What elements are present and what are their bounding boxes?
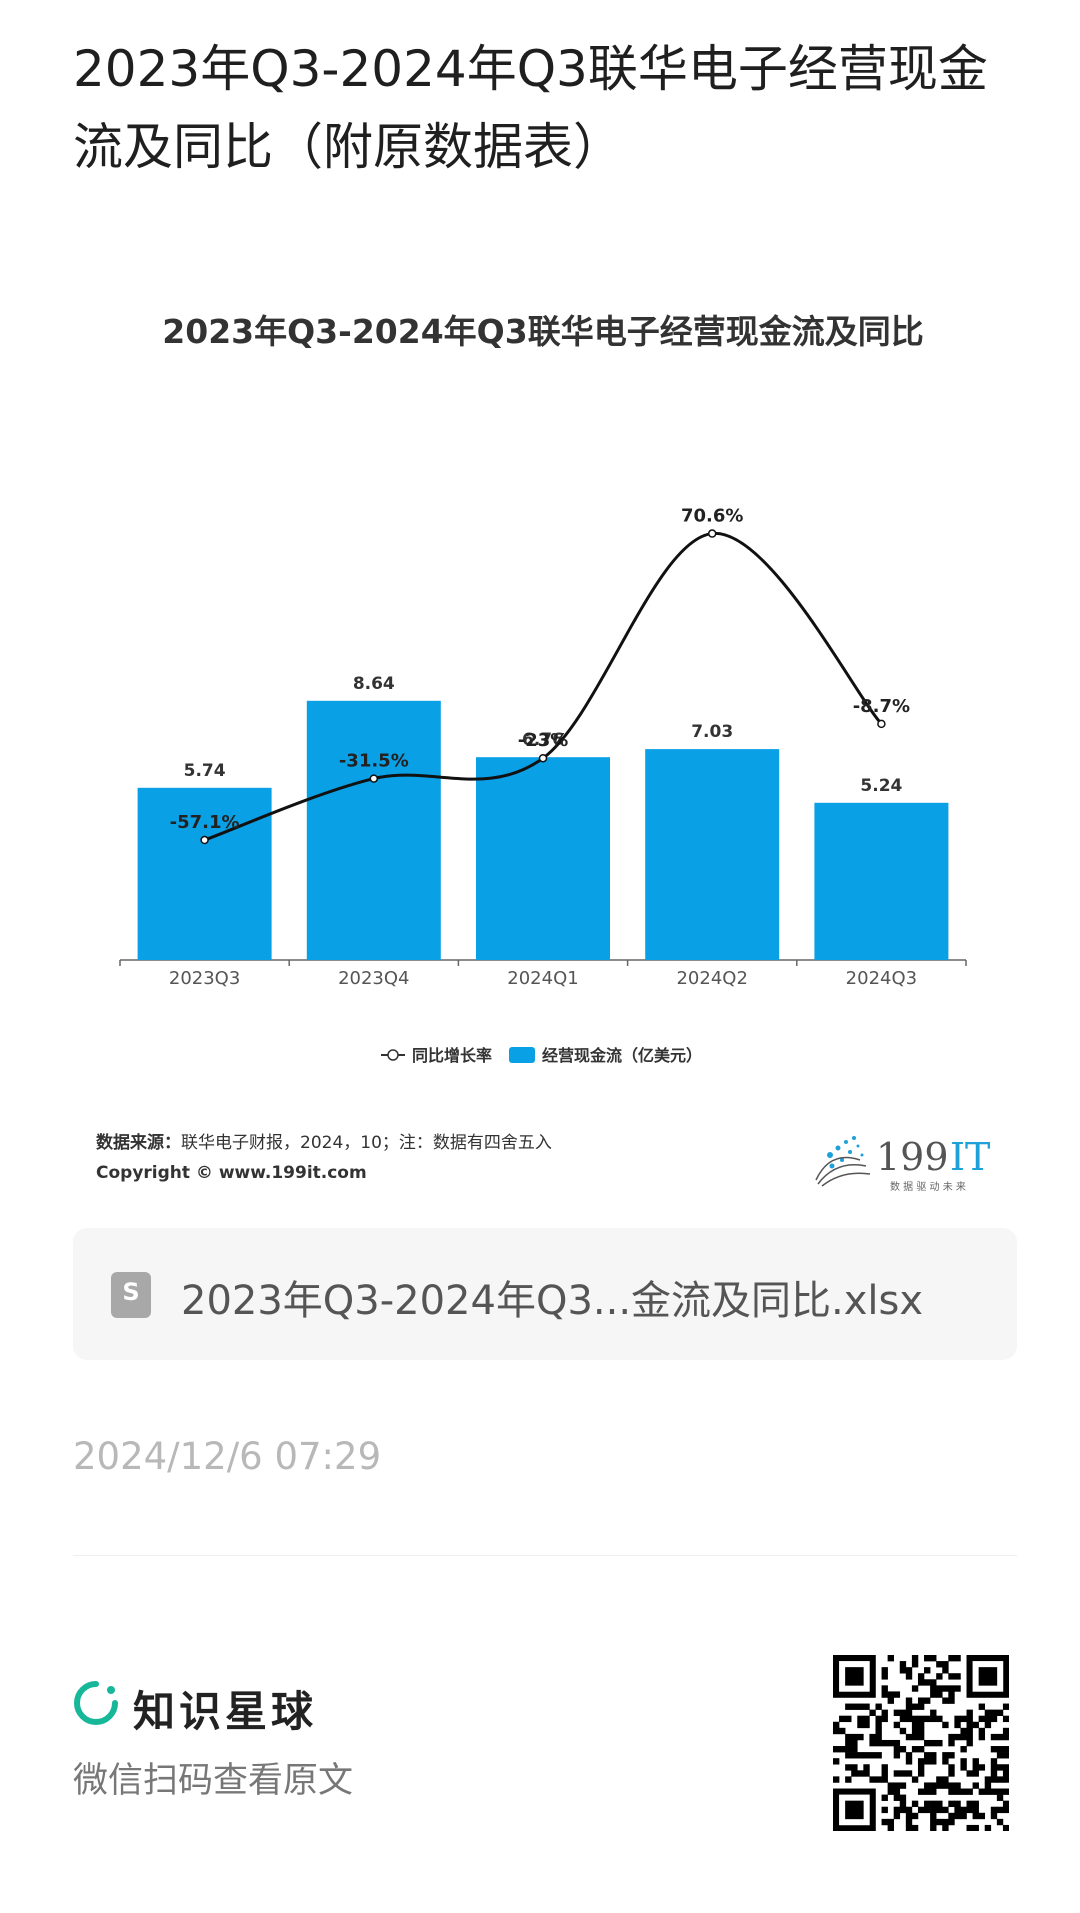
growth-rate-label: -31.5% bbox=[339, 751, 409, 772]
bar-value-label: 8.64 bbox=[353, 674, 395, 694]
divider bbox=[73, 1555, 1017, 1556]
qr-code[interactable] bbox=[833, 1655, 1009, 1831]
growth-rate-label: -8.7% bbox=[853, 696, 910, 717]
x-tick-label: 2024Q1 bbox=[507, 968, 578, 989]
post-title: 2023年Q3-2024年Q3联华电子经营现金流及同比（附原数据表） bbox=[73, 40, 988, 176]
x-tick-label: 2023Q4 bbox=[338, 968, 409, 989]
bar bbox=[137, 787, 272, 960]
growth-rate-label: -57.1% bbox=[170, 812, 240, 833]
logo-tagline: 数 据 驱 动 未 来 bbox=[890, 1180, 966, 1193]
growth-rate-label: 70.6% bbox=[681, 506, 743, 527]
legend-label-cashflow: 经营现金流（亿美元） bbox=[542, 1046, 702, 1065]
growth-rate-point bbox=[707, 529, 717, 538]
post-timestamp: 2024/12/6 07:29 bbox=[73, 1435, 382, 1478]
logo-text-prefix: 199 bbox=[876, 1135, 949, 1179]
bar bbox=[306, 700, 441, 960]
bar-value-label: 5.24 bbox=[860, 776, 902, 796]
brand-name: 知识星球 bbox=[133, 1687, 318, 1736]
legend-bar-swatch bbox=[509, 1047, 535, 1063]
copyright: Copyright © www.199it.com bbox=[96, 1163, 367, 1183]
legend-label-growth: 同比增长率 bbox=[412, 1046, 492, 1065]
x-tick-label: 2024Q2 bbox=[676, 968, 747, 989]
data-source: 数据来源：联华电子财报，2024，10；注：数据有四舍五入 Copyright … bbox=[96, 1128, 552, 1188]
logo-199it: 199 IT 数 据 驱 动 未 来 bbox=[810, 1120, 1010, 1200]
growth-rate-label: -23% bbox=[518, 730, 569, 751]
scan-tip: 微信扫码查看原文 bbox=[73, 1761, 354, 1801]
growth-rate-point bbox=[877, 719, 886, 729]
zsxq-logo-icon bbox=[74, 1681, 118, 1725]
logo-text-suffix: IT bbox=[950, 1135, 990, 1179]
x-tick-label: 2024Q3 bbox=[846, 968, 917, 989]
attachment-file-name: 2023年Q3-2024年Q3...金流及同比.xlsx bbox=[181, 1278, 924, 1324]
growth-rate-line bbox=[204, 532, 883, 842]
source-label: 数据来源： bbox=[96, 1133, 181, 1153]
bar bbox=[476, 757, 610, 960]
bar bbox=[645, 749, 780, 960]
bar-value-label: 6.76 bbox=[522, 730, 564, 750]
attachment-file-card[interactable]: S 2023年Q3-2024年Q3...金流及同比.xlsx bbox=[73, 1228, 1017, 1360]
chart-image: 2023年Q3-2024年Q3联华电子经营现金流及同比 5.74 2023Q3 8.… bbox=[73, 285, 1013, 1215]
bar-value-label: 7.03 bbox=[691, 722, 733, 742]
growth-rate-point bbox=[369, 774, 379, 783]
chart-svg: 5.74 2023Q3 8.64 2023Q4 6.76 2024Q1 7.03 2024Q2… bbox=[119, 506, 967, 1065]
growth-rate-point bbox=[200, 835, 209, 845]
legend-line-marker bbox=[387, 1049, 399, 1061]
spreadsheet-file-icon: S bbox=[111, 1272, 151, 1318]
bar bbox=[814, 802, 949, 960]
growth-rate-point bbox=[538, 753, 548, 763]
bar-value-label: 5.74 bbox=[184, 761, 226, 781]
x-tick-label: 2023Q3 bbox=[169, 968, 240, 989]
source-text: 联华电子财报，2024，10；注：数据有四舍五入 bbox=[181, 1133, 552, 1153]
chart-title: 2023年Q3-2024年Q3联华电子经营现金流及同比 bbox=[162, 312, 924, 351]
